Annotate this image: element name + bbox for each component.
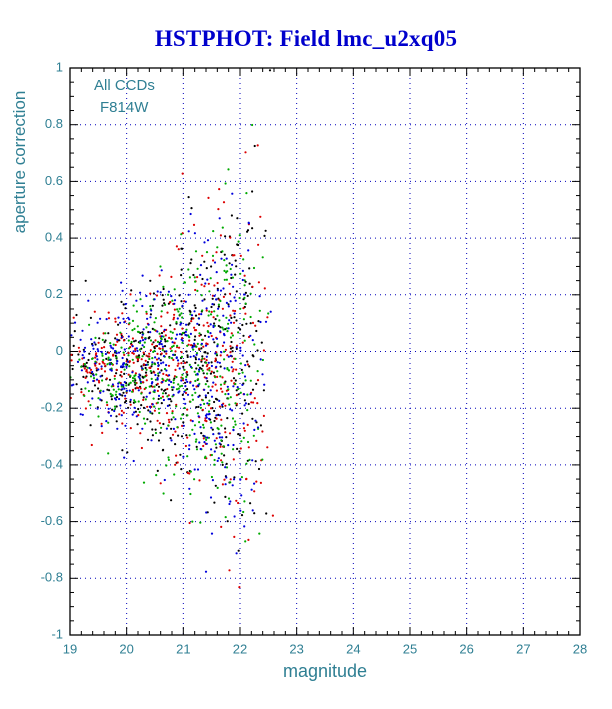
svg-text:21: 21 (176, 642, 190, 657)
svg-text:0.6: 0.6 (45, 173, 63, 188)
chart-title: HSTPHOT: Field lmc_u2xq05 (154, 26, 458, 51)
svg-text:22: 22 (233, 642, 247, 657)
svg-text:-0.8: -0.8 (41, 570, 63, 585)
data-points (69, 69, 274, 589)
svg-text:-0.2: -0.2 (41, 400, 63, 415)
svg-text:26: 26 (459, 642, 473, 657)
svg-text:25: 25 (403, 642, 417, 657)
annotation-filter: F814W (100, 99, 149, 116)
svg-text:0.4: 0.4 (45, 230, 63, 245)
svg-text:19: 19 (63, 642, 77, 657)
svg-text:-1: -1 (51, 626, 63, 641)
x-tick-labels: 19 20 21 22 23 24 25 26 27 28 (63, 642, 587, 657)
annotation-all-ccds: All CCDs (94, 77, 155, 94)
svg-text:0.8: 0.8 (45, 116, 63, 131)
plot-annotation: All CCDs F814W (94, 75, 155, 119)
grid-lines (70, 68, 580, 635)
axis-ticks (69, 67, 581, 636)
svg-text:27: 27 (516, 642, 530, 657)
svg-text:23: 23 (289, 642, 303, 657)
svg-text:-0.6: -0.6 (41, 513, 63, 528)
series-ccd-black (71, 69, 272, 552)
svg-text:20: 20 (119, 642, 133, 657)
svg-text:-0.4: -0.4 (41, 456, 63, 471)
y-tick-labels: -1 -0.8 -0.6 -0.4 -0.2 0 0.2 0.4 0.6 0.8 1 (41, 59, 63, 641)
svg-text:28: 28 (573, 642, 587, 657)
svg-text:1: 1 (56, 59, 63, 74)
svg-text:0: 0 (56, 343, 63, 358)
svg-text:24: 24 (346, 642, 360, 657)
series-ccd-blue (70, 192, 272, 573)
x-axis-label: magnitude (282, 661, 368, 681)
y-axis-label: aperture correction (10, 90, 29, 234)
svg-text:0.2: 0.2 (45, 286, 63, 301)
series-ccd-green (69, 123, 270, 543)
